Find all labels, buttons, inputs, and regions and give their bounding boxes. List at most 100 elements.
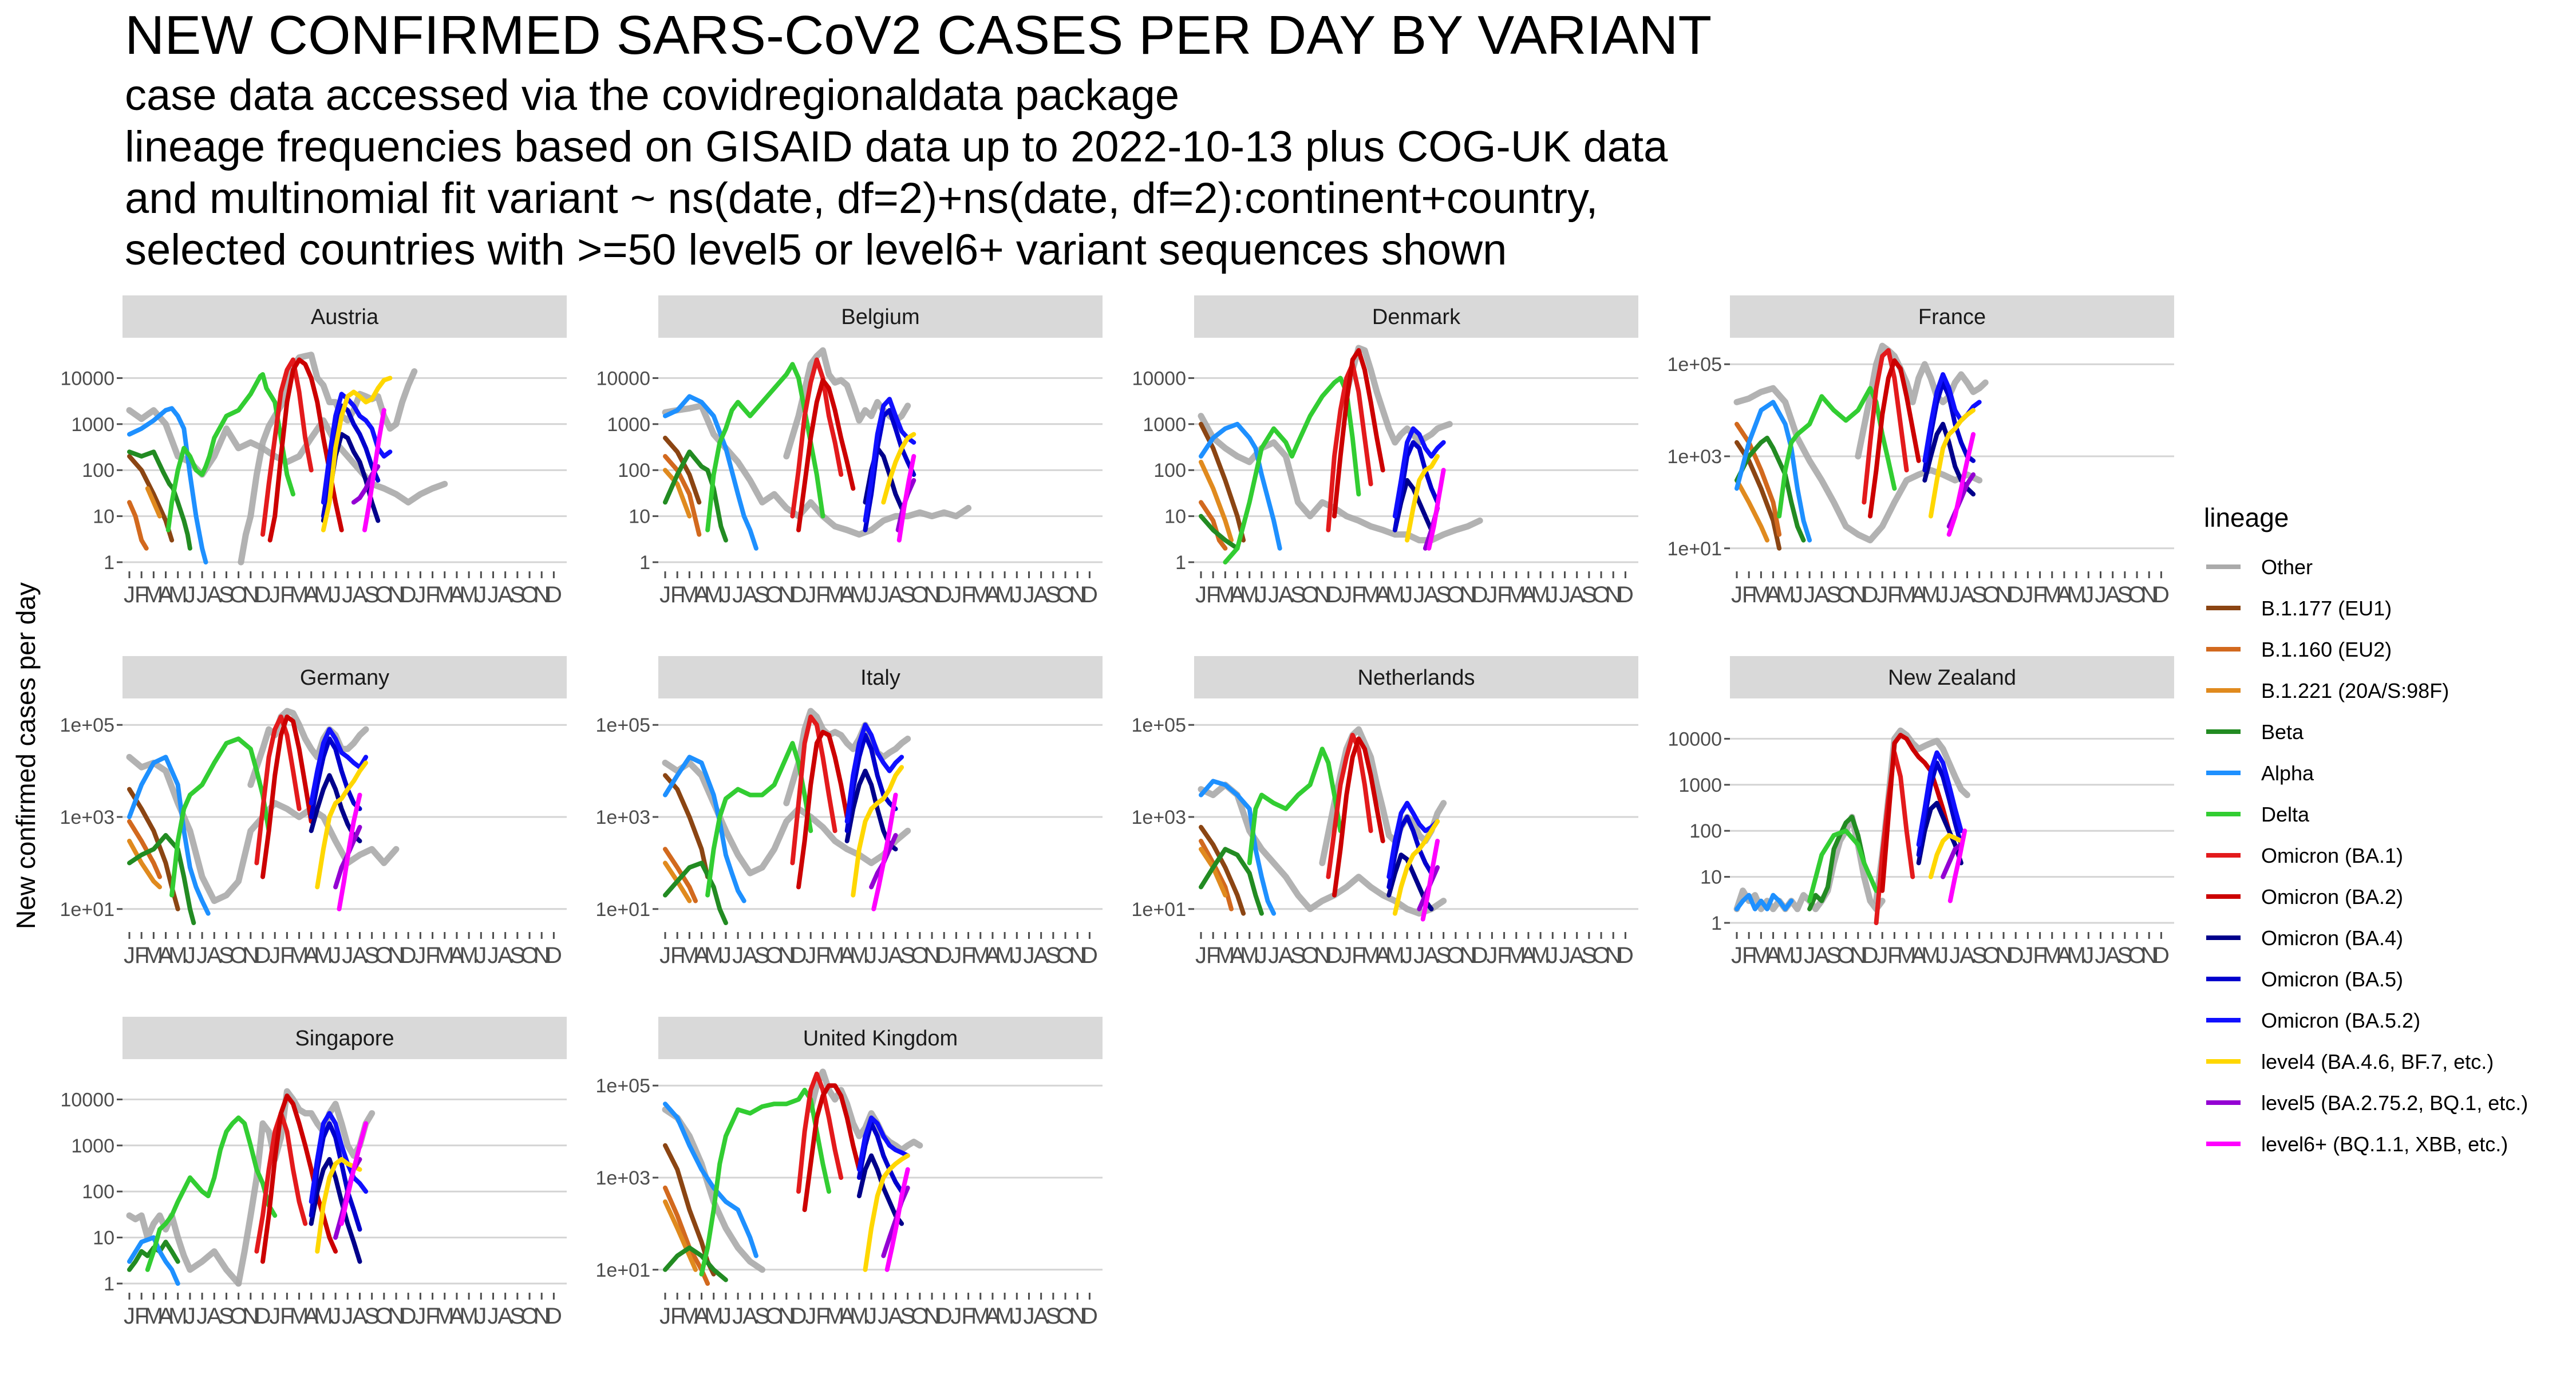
- x-tick-label: M: [1531, 943, 1550, 968]
- x-tick-label: J: [1876, 582, 1888, 607]
- x-tick-label: A: [1569, 943, 1585, 968]
- x-tick-label: F: [816, 943, 829, 968]
- x-tick-label: J: [487, 582, 499, 607]
- x-tick-label: J: [878, 582, 889, 607]
- x-tick-label: J: [1792, 582, 1803, 607]
- x-tick-label: D: [1081, 582, 1098, 607]
- legend-label: Omicron (BA.1): [2261, 844, 2403, 867]
- x-tick-label: A: [742, 943, 758, 968]
- x-tick-label: J: [1559, 943, 1570, 968]
- x-tick-label: J: [1731, 582, 1743, 607]
- x-tick-label: S: [1582, 582, 1597, 607]
- strip-label-germany: Germany: [300, 666, 389, 690]
- x-tick-label: J: [1256, 582, 1267, 607]
- y-tick-label: 1000: [1678, 775, 1722, 796]
- x-tick-label: J: [720, 943, 732, 968]
- series-line-alpha: [663, 755, 746, 903]
- x-tick-label: A: [2105, 582, 2120, 607]
- x-tick-label: D: [546, 1304, 562, 1329]
- x-tick-label: N: [242, 582, 259, 607]
- x-tick-label: S: [754, 1304, 770, 1329]
- x-tick-label: A: [497, 943, 513, 968]
- strip-label-denmark: Denmark: [1372, 305, 1461, 329]
- x-tick-label: A: [742, 582, 758, 607]
- x-tick-label: A: [1569, 582, 1585, 607]
- x-tick-label: O: [520, 943, 538, 968]
- series-line-alpha: [1735, 893, 1794, 911]
- series-line-other: [662, 759, 911, 876]
- x-tick-label: M: [995, 943, 1014, 968]
- series-line-delta: [1247, 747, 1343, 866]
- series-line-level6-bq-1-1-xbb-etc: [896, 454, 916, 543]
- y-tick-label: 1e+03: [596, 807, 651, 828]
- x-tick-label: M: [2067, 582, 2085, 607]
- strip-germany: [123, 656, 567, 698]
- y-tick-label: 1: [639, 552, 650, 574]
- x-tick-label: N: [388, 1304, 405, 1329]
- x-tick-label: F: [961, 582, 975, 607]
- series-line-level6-bq-1-1-xbb-etc: [1946, 432, 1976, 537]
- x-tick-label: A: [207, 943, 222, 968]
- series-line-other: [235, 1088, 376, 1287]
- x-tick-label: O: [765, 582, 783, 607]
- x-tick-label: D: [1472, 582, 1488, 607]
- x-tick-label: A: [352, 943, 368, 968]
- x-tick-label: J: [330, 943, 341, 968]
- x-tick-label: J: [414, 582, 426, 607]
- y-tick-label: 1000: [71, 1135, 114, 1157]
- series-line-level6-bq-1-1-xbb-etc: [339, 1121, 369, 1226]
- x-tick-label: D: [546, 943, 562, 968]
- x-tick-label: D: [1862, 943, 1879, 968]
- x-tick-label: J: [487, 943, 499, 968]
- x-tick-label: S: [1436, 943, 1451, 968]
- x-tick-label: M: [144, 1304, 163, 1329]
- series-line-level4-ba-4-6-bf-7-etc: [315, 760, 369, 890]
- x-tick-label: J: [475, 582, 487, 607]
- x-tick-label: S: [1826, 582, 1842, 607]
- x-tick-label: A: [1033, 582, 1049, 607]
- x-tick-label: S: [1046, 943, 1061, 968]
- legend-item-omicron-ba-5-2: Omicron (BA.5.2): [2206, 1009, 2420, 1032]
- x-tick-label: O: [1592, 943, 1610, 968]
- series-line-level5-ba-2-75-2-bq-1-etc: [1941, 842, 1963, 879]
- x-tick-label: N: [534, 582, 550, 607]
- x-tick-label: M: [1385, 943, 1404, 968]
- x-tick-label: M: [435, 1304, 454, 1329]
- x-tick-label: D: [400, 1304, 417, 1329]
- series-line-level6-bq-1-1-xbb-etc: [1420, 839, 1440, 922]
- y-tick-label: 1e+01: [60, 899, 115, 921]
- legend-item-omicron-ba-2: Omicron (BA.2): [2206, 885, 2403, 909]
- y-tick-label: 100: [82, 460, 114, 481]
- x-tick-label: M: [850, 582, 868, 607]
- x-tick-label: J: [1401, 582, 1413, 607]
- x-tick-label: D: [1617, 582, 1634, 607]
- x-tick-label: J: [659, 943, 671, 968]
- x-tick-label: S: [219, 1304, 234, 1329]
- x-tick-label: A: [1278, 582, 1294, 607]
- x-tick-label: J: [475, 943, 487, 968]
- x-tick-label: F: [1887, 582, 1901, 607]
- x-tick-label: N: [1460, 582, 1476, 607]
- series-line-delta: [705, 741, 813, 898]
- x-tick-label: A: [1959, 582, 1975, 607]
- x-tick-label: J: [184, 943, 196, 968]
- legend-label: level6+ (BQ.1.1, XBB, etc.): [2261, 1132, 2508, 1156]
- x-tick-label: S: [510, 1304, 526, 1329]
- strip-label-united-kingdom: United Kingdom: [803, 1026, 958, 1051]
- y-tick-label: 1e+01: [596, 899, 651, 921]
- series-line-omicron-ba-5-2: [309, 727, 369, 806]
- x-tick-label: M: [1531, 582, 1550, 607]
- x-tick-label: F: [961, 1304, 975, 1329]
- x-tick-label: A: [158, 943, 173, 968]
- x-tick-label: M: [1752, 943, 1771, 968]
- series-line-b-1-177-eu1: [1199, 824, 1246, 916]
- x-tick-label: A: [694, 1304, 709, 1329]
- x-tick-label: J: [1731, 943, 1743, 968]
- x-tick-label: J: [1023, 943, 1034, 968]
- x-tick-label: D: [2008, 943, 2024, 968]
- series-line-omicron-ba-2: [1332, 736, 1385, 898]
- x-tick-label: J: [2095, 582, 2106, 607]
